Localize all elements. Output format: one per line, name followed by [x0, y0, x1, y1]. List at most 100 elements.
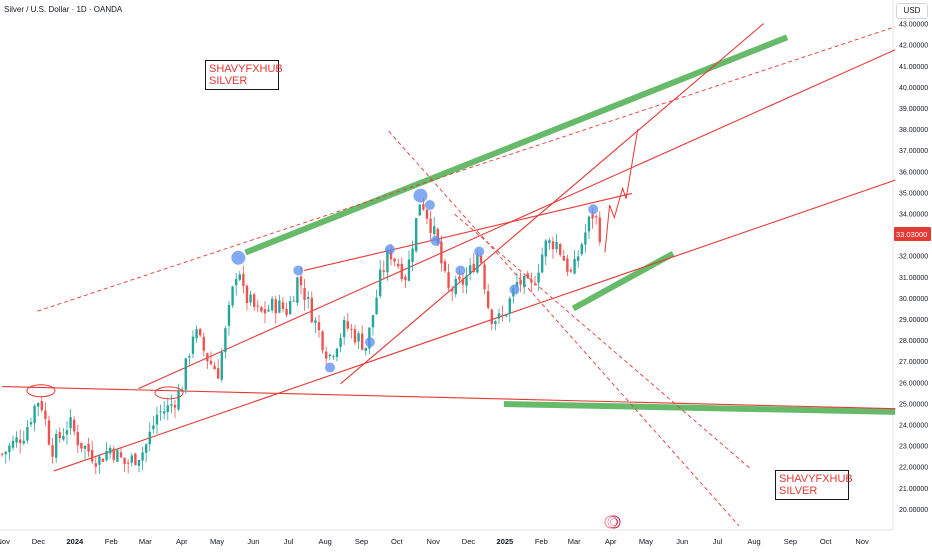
zone-2[interactable]: [503, 401, 896, 415]
candle-body: [407, 259, 411, 281]
x-tick-label: Sep: [355, 537, 368, 546]
candle: [555, 233, 558, 253]
candle-body: [152, 425, 155, 430]
candle: [206, 352, 209, 369]
candle: [486, 283, 490, 310]
highlight-point-11[interactable]: [588, 204, 599, 215]
candle-body: [242, 273, 245, 287]
candle: [360, 325, 364, 351]
candle-body: [231, 286, 234, 306]
candle: [303, 279, 306, 311]
circled-high-1[interactable]: [154, 386, 184, 400]
highlight-point-1[interactable]: [293, 265, 304, 276]
candle-body: [504, 314, 508, 317]
circled-high-0[interactable]: [26, 384, 56, 398]
candle-body: [332, 356, 335, 358]
candle: [566, 254, 569, 277]
price-tag[interactable]: 33.03000: [896, 230, 927, 239]
candle-body: [479, 256, 483, 263]
candle-body: [310, 297, 313, 323]
candle: [483, 261, 486, 295]
highlight-point-3[interactable]: [364, 337, 375, 348]
y-tick-label: 20.00000: [899, 507, 928, 514]
candle: [116, 448, 119, 462]
highlight-point-2[interactable]: [325, 362, 335, 373]
candle: [332, 354, 335, 360]
candle-body: [148, 431, 151, 445]
candle-body: [515, 282, 519, 287]
candle-body: [353, 329, 357, 343]
x-tick-label: Mar: [568, 537, 581, 546]
trendline-0[interactable]: [138, 49, 896, 390]
candle-body: [342, 320, 346, 338]
candle-body: [112, 448, 115, 460]
x-tick-label: Apr: [176, 537, 188, 546]
highlight-point-6[interactable]: [424, 200, 435, 211]
candle: [454, 275, 457, 298]
projection-path[interactable]: [604, 129, 639, 253]
candle: [80, 442, 83, 453]
candle-body: [436, 228, 439, 244]
candle: [494, 320, 497, 331]
candle: [429, 211, 432, 241]
trendline-2[interactable]: [304, 192, 633, 272]
candle-body: [281, 302, 285, 309]
candle-body: [580, 244, 583, 255]
candle-body: [47, 420, 51, 445]
candle-body: [558, 244, 562, 255]
candle: [260, 306, 263, 313]
y-tick-label: 23.00000: [899, 444, 928, 451]
candle: [461, 272, 465, 294]
dashed-line-0[interactable]: [37, 26, 896, 312]
candle-body: [65, 430, 69, 435]
candle: [44, 402, 47, 426]
trendline-4[interactable]: [2, 385, 896, 410]
highlight-point-5[interactable]: [413, 188, 428, 203]
candle-body: [130, 455, 133, 463]
highlight-point-9[interactable]: [474, 246, 485, 257]
zone-0[interactable]: [244, 34, 789, 256]
candle-body: [227, 305, 231, 326]
highlight-point-7[interactable]: [430, 235, 441, 246]
candle: [274, 295, 277, 324]
candle: [447, 263, 450, 292]
candle-body: [411, 248, 414, 263]
candle: [324, 346, 328, 365]
trendline-1[interactable]: [53, 179, 896, 472]
y-tick-label: 26.00000: [899, 380, 928, 387]
candle: [188, 353, 191, 366]
candle-body: [44, 410, 47, 419]
candle: [375, 289, 378, 315]
candle-body: [418, 204, 421, 216]
candle: [101, 457, 105, 463]
candle-body: [576, 256, 580, 261]
candle: [87, 437, 90, 457]
candle-body: [69, 417, 72, 429]
candle-body: [26, 426, 29, 441]
currency-label[interactable]: USD: [896, 3, 928, 19]
candle: [443, 258, 447, 273]
candle-body: [497, 313, 501, 319]
highlight-point-4[interactable]: [384, 244, 395, 255]
candle-body: [364, 347, 367, 351]
candle-body: [472, 263, 475, 273]
candle: [72, 416, 76, 436]
candle: [26, 419, 29, 444]
event-flag-icon[interactable]: [604, 515, 621, 529]
highlight-point-8[interactable]: [455, 265, 466, 276]
dashed-line-1[interactable]: [388, 130, 740, 527]
candle-body: [382, 270, 385, 272]
highlight-point-0[interactable]: [231, 250, 246, 265]
candle-body: [15, 437, 18, 443]
candle-body: [526, 273, 529, 279]
price-tag-box[interactable]: [894, 226, 931, 241]
dashed-line-2[interactable]: [454, 213, 751, 470]
candle-body: [252, 294, 256, 307]
symbol-title[interactable]: Silver / U.S. Dollar · 1D · OANDA: [4, 5, 123, 14]
candle: [148, 422, 151, 452]
trendline-3[interactable]: [340, 23, 764, 385]
candle-body: [389, 249, 393, 260]
highlight-point-10[interactable]: [509, 284, 520, 295]
